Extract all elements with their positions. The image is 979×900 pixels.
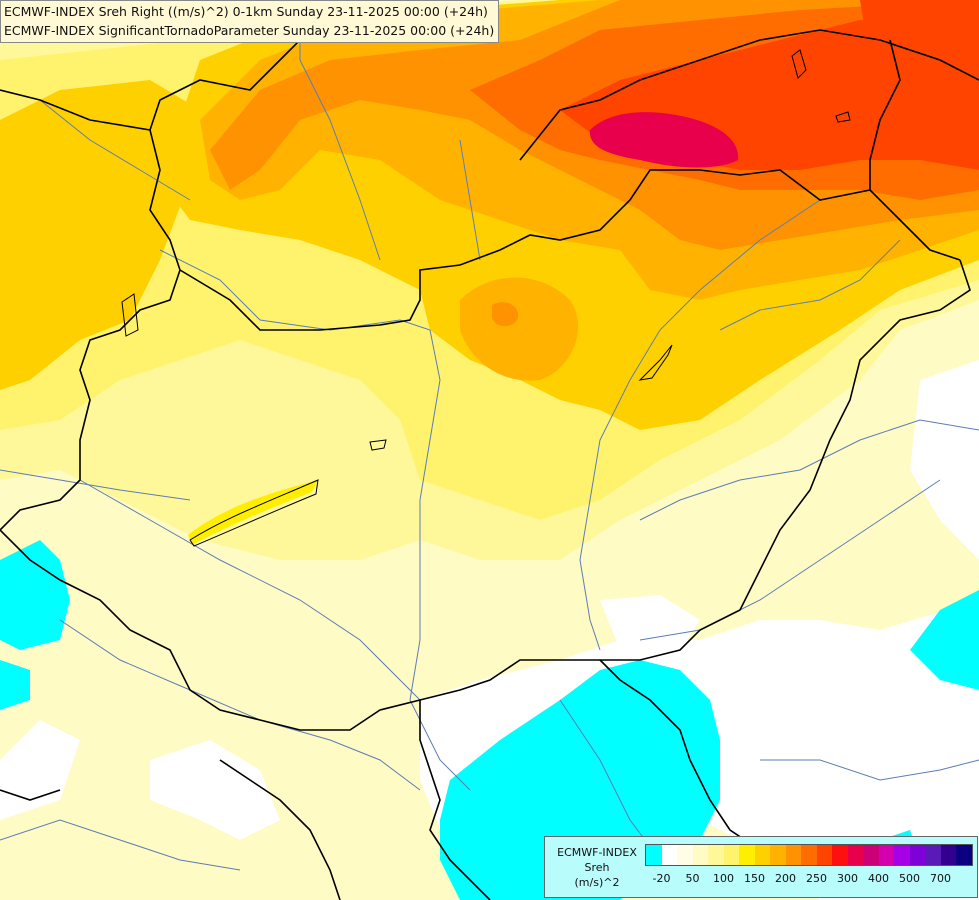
legend-tick-label: 300 bbox=[837, 872, 858, 885]
legend-tick-label: 100 bbox=[713, 872, 734, 885]
legend-swatch bbox=[785, 845, 801, 865]
lake-small bbox=[369, 439, 387, 451]
rivers bbox=[0, 0, 979, 871]
field-gold-west bbox=[0, 80, 200, 390]
lake-ne bbox=[791, 49, 807, 79]
legend-swatch bbox=[894, 845, 910, 865]
river-east bbox=[639, 419, 979, 521]
legend-tick-label: 150 bbox=[744, 872, 765, 885]
border-poland bbox=[519, 29, 979, 161]
legend-swatch bbox=[940, 845, 956, 865]
river-west bbox=[0, 469, 191, 501]
legend-tick-label: 250 bbox=[806, 872, 827, 885]
field-magenta bbox=[589, 112, 739, 168]
legend-tick-label: -20 bbox=[652, 872, 671, 885]
color-legend: ECMWF-INDEX Sreh (m/s)^2 -20 50 100 150 200 2… bbox=[544, 836, 978, 898]
legend-swatches bbox=[645, 844, 973, 866]
legend-swatch bbox=[646, 845, 662, 865]
river-north2 bbox=[459, 139, 481, 261]
river-danube bbox=[159, 249, 471, 791]
legend-swatch bbox=[770, 845, 786, 865]
field-deep-orange-ne bbox=[860, 0, 979, 140]
river-ne bbox=[719, 239, 901, 331]
river-se bbox=[760, 759, 979, 781]
lakes bbox=[121, 49, 851, 547]
legend-swatch bbox=[847, 845, 863, 865]
legend-title: ECMWF-INDEX Sreh (m/s)^2 bbox=[549, 845, 645, 890]
legend-swatch bbox=[925, 845, 941, 865]
legend-swatch bbox=[723, 845, 739, 865]
legend-swatch bbox=[816, 845, 832, 865]
legend-ticks: -20 50 100 150 200 250 300 400 500 700 bbox=[645, 872, 975, 888]
legend-tick-label: 700 bbox=[930, 872, 951, 885]
river-tisza bbox=[579, 199, 821, 651]
field-white-east bbox=[910, 360, 979, 560]
border-romania bbox=[419, 259, 971, 701]
border-bosnia bbox=[219, 759, 341, 900]
legend-swatch bbox=[677, 845, 693, 865]
border-ukraine bbox=[869, 39, 901, 190]
legend-tick-label: 50 bbox=[685, 872, 700, 885]
legend-tick-label: 500 bbox=[899, 872, 920, 885]
field-yellow-lake bbox=[188, 480, 318, 545]
legend-title-model: ECMWF-INDEX bbox=[557, 846, 637, 859]
legend-swatch bbox=[832, 845, 848, 865]
field-white-se-patch bbox=[600, 595, 700, 650]
field-white-sw bbox=[150, 740, 280, 840]
field-white-sw2 bbox=[0, 720, 80, 820]
border-croatia bbox=[0, 529, 421, 731]
legend-tick-label: 200 bbox=[775, 872, 796, 885]
river-mures bbox=[639, 479, 941, 641]
legend-swatch bbox=[878, 845, 894, 865]
legend-swatch bbox=[692, 845, 708, 865]
map-title-box: ECMWF-INDEX Sreh Right ((m/s)^2) 0-1km S… bbox=[0, 0, 500, 43]
border-czech bbox=[149, 129, 181, 271]
lake-neusiedl bbox=[121, 293, 139, 337]
title-line-sreh: ECMWF-INDEX Sreh Right ((m/s)^2) 0-1km S… bbox=[4, 4, 488, 19]
legend-tick-label: 400 bbox=[868, 872, 889, 885]
legend-swatch bbox=[754, 845, 770, 865]
field-cyan-west2 bbox=[0, 660, 30, 710]
lake-tisza bbox=[638, 344, 673, 381]
river-nw bbox=[39, 99, 191, 201]
lake-ne2 bbox=[835, 111, 851, 123]
field-cyan-east bbox=[910, 590, 979, 690]
border-hungary-north bbox=[179, 169, 961, 331]
field-gold-blob bbox=[460, 277, 579, 381]
legend-title-param: Sreh bbox=[584, 861, 610, 874]
river-drava bbox=[79, 479, 421, 701]
field-cyan-west bbox=[0, 540, 70, 650]
border-south-west bbox=[0, 789, 61, 801]
border-serbia bbox=[419, 700, 491, 900]
legend-swatch bbox=[956, 845, 972, 865]
lake-balaton bbox=[189, 479, 319, 547]
legend-swatch bbox=[863, 845, 879, 865]
legend-swatch bbox=[708, 845, 724, 865]
field-orange-blob bbox=[492, 302, 519, 327]
legend-swatch bbox=[661, 845, 677, 865]
border-austria bbox=[0, 269, 181, 531]
legend-swatch bbox=[739, 845, 755, 865]
legend-swatch bbox=[801, 845, 817, 865]
river-sw bbox=[0, 819, 241, 871]
legend-title-unit: (m/s)^2 bbox=[574, 876, 620, 889]
legend-swatch bbox=[909, 845, 925, 865]
title-line-stp: ECMWF-INDEX SignificantTornadoParameter … bbox=[4, 23, 495, 38]
